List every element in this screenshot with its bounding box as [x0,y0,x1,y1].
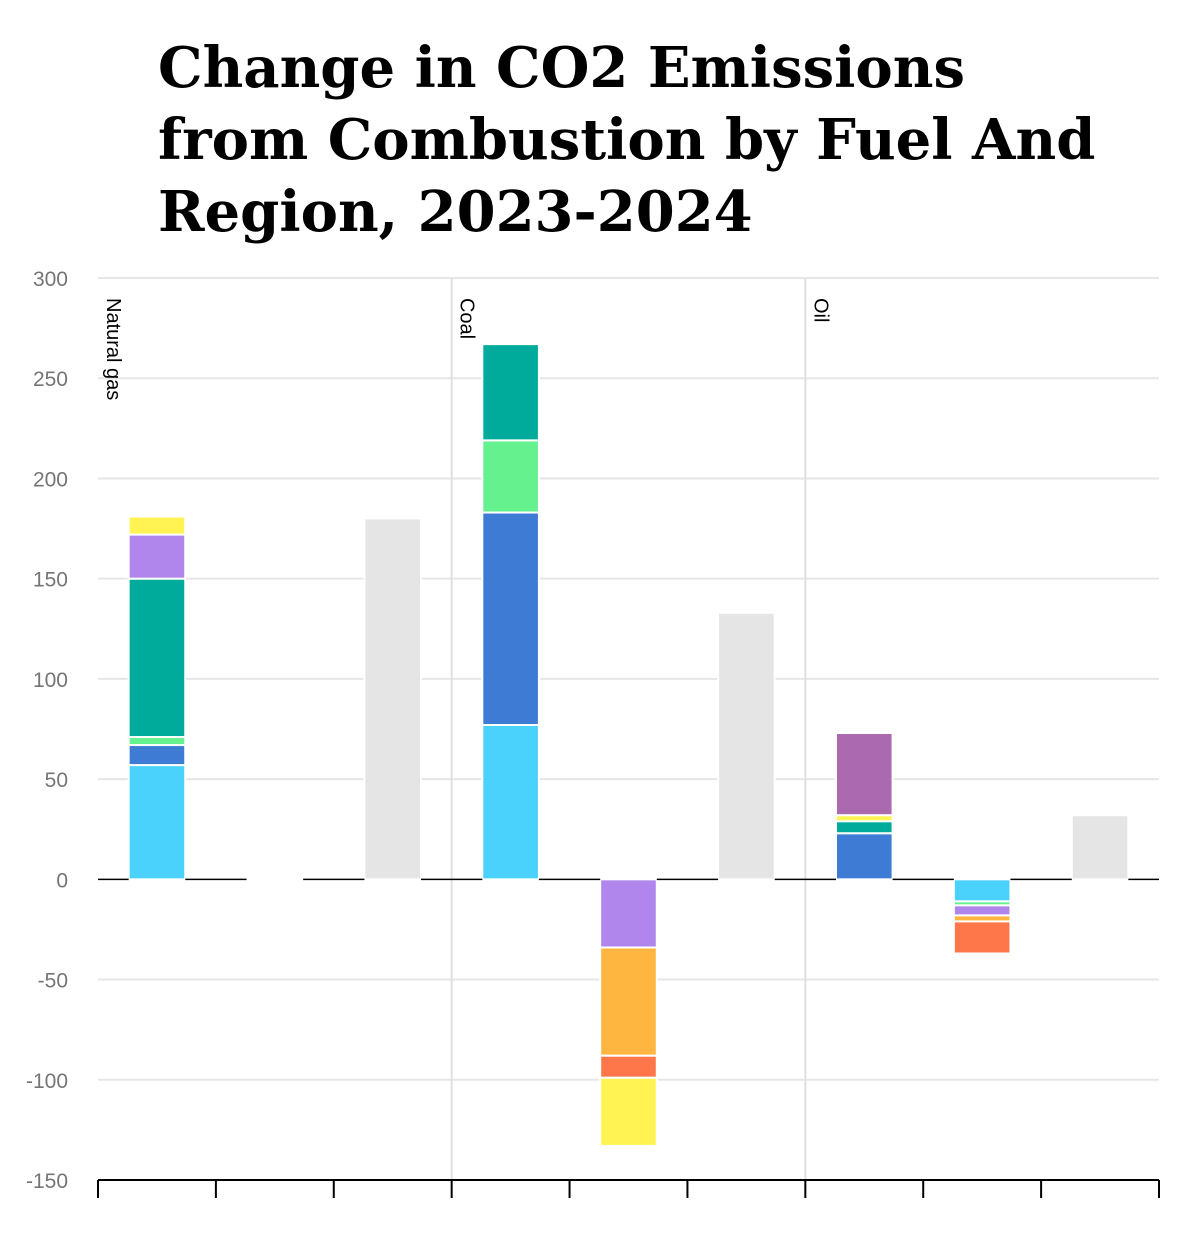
y-tick-label: 150 [33,569,68,592]
group-label: Natural gas [102,298,124,400]
bar-segment [834,820,894,835]
bar-segment [599,1054,658,1079]
bar-segment [127,515,187,536]
bar-segment [363,517,423,881]
bar-segment [481,723,540,881]
bar-segment [127,533,187,580]
group-label: Oil [809,298,831,322]
bar-segment [599,878,658,949]
bars [127,343,1130,1147]
group-label: Coal [456,298,478,339]
y-tick-label: 0 [56,869,68,892]
x-axis [97,1179,1160,1198]
y-axis-labels: 300 250 200 150 100 50 0 -50 -100 -150 [26,268,68,1193]
bar-segment [599,946,658,1057]
y-tick-label: -50 [38,970,68,993]
chart-title: Change in CO2 Emissions from Combustion … [158,35,1096,245]
bar-segment [952,904,1012,917]
bar-segment [834,832,894,881]
bar-segment [127,764,187,881]
bar-segment [952,878,1012,903]
bar-segment [481,511,540,726]
bar-segment [481,439,540,514]
bar-segment [127,744,187,767]
group-separators [450,278,807,1180]
bar-segment [834,732,894,817]
bar-segment [1070,814,1130,881]
bar-segment [952,920,1012,955]
y-tick-label: 100 [33,669,68,692]
bar-segment [127,736,187,747]
y-tick-label: -150 [26,1170,68,1193]
group-labels: Natural gas Coal Oil [102,298,831,400]
bar-segment [481,343,540,442]
bar-segment [127,577,187,739]
bar-segment [599,1076,658,1147]
y-tick-label: 250 [33,368,68,391]
y-tick-label: 200 [33,468,68,491]
y-tick-label: 50 [45,769,68,792]
bar-segment [717,611,776,881]
y-tick-label: 300 [33,268,68,291]
y-tick-label: -100 [26,1070,68,1093]
